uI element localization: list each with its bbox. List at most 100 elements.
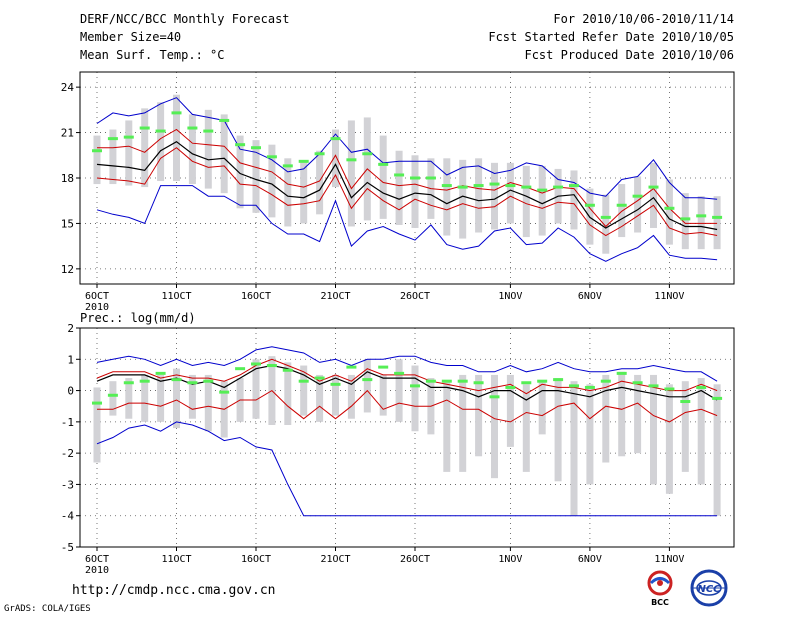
y-tick-label: -1 xyxy=(61,416,74,429)
ensemble-box-day-4 xyxy=(157,374,165,422)
ensemble-marker-day-18 xyxy=(378,162,389,166)
ensemble-box-day-1 xyxy=(109,129,117,185)
y-tick-label: -3 xyxy=(61,478,74,491)
ensemble-box-day-22 xyxy=(443,158,451,236)
x-tick-label: 6OCT xyxy=(85,291,109,302)
fcst-started-date: Fcst Started Refer Date 2010/10/05 xyxy=(488,30,734,44)
x-tick-label: 1NOV xyxy=(498,554,522,565)
chart-title: DERF/NCC/BCC Monthly Forecast xyxy=(80,12,290,26)
ensemble-marker-day-26 xyxy=(505,385,516,389)
ensemble-marker-day-22 xyxy=(441,379,452,383)
ensemble-box-day-5 xyxy=(173,368,180,429)
ensemble-marker-day-16 xyxy=(346,365,357,369)
forecast-period: For 2010/10/06-2010/11/14 xyxy=(553,12,734,26)
ensemble-marker-day-2 xyxy=(123,381,134,385)
x-tick-year: 2010 xyxy=(85,302,109,313)
ensemble-marker-day-37 xyxy=(680,217,691,221)
ensemble-box-day-5 xyxy=(173,94,180,182)
x-tick-label: 16OCT xyxy=(241,554,271,565)
ensemble-box-day-20 xyxy=(411,155,419,228)
ensemble-box-day-23 xyxy=(459,159,467,239)
ensemble-marker-day-19 xyxy=(394,371,405,375)
ensemble-marker-day-11 xyxy=(266,364,277,368)
bcc-logo: BCC xyxy=(647,570,673,607)
ensemble-marker-day-13 xyxy=(298,379,309,383)
ensemble-box-day-13 xyxy=(300,161,308,224)
ensemble-marker-day-29 xyxy=(553,185,564,189)
ensemble-box-day-33 xyxy=(618,371,626,457)
ensemble-marker-day-29 xyxy=(553,378,564,382)
ensemble-marker-day-19 xyxy=(394,173,405,177)
ensemble-box-day-14 xyxy=(316,150,324,215)
ensemble-marker-day-6 xyxy=(187,126,198,130)
x-tick-label: 16OCT xyxy=(241,291,271,302)
ensemble-box-day-10 xyxy=(252,140,260,213)
ensemble-box-day-36 xyxy=(665,179,673,245)
ensemble-box-day-24 xyxy=(475,158,483,233)
ensemble-box-day-39 xyxy=(713,384,721,516)
ensemble-marker-day-3 xyxy=(139,126,150,130)
ensemble-marker-day-9 xyxy=(235,143,246,147)
ensemble-marker-day-21 xyxy=(425,379,436,383)
series-lower-line xyxy=(97,389,718,423)
ensemble-marker-day-32 xyxy=(600,379,611,383)
ensemble-marker-day-16 xyxy=(346,158,357,162)
ensemble-box-day-6 xyxy=(188,114,196,185)
y-tick-label: -2 xyxy=(61,447,74,460)
source-url[interactable]: http://cmdp.ncc.cma.gov.cn xyxy=(72,583,276,598)
ensemble-marker-day-5 xyxy=(171,111,182,115)
ensemble-box-day-6 xyxy=(188,374,196,419)
ensemble-marker-day-36 xyxy=(664,206,675,210)
ensemble-box-day-7 xyxy=(204,374,212,432)
ensemble-box-day-23 xyxy=(459,374,467,472)
x-tick-label: 26OCT xyxy=(400,291,430,302)
ensemble-box-day-26 xyxy=(506,162,514,224)
ensemble-marker-day-37 xyxy=(680,400,691,404)
ensemble-marker-day-23 xyxy=(457,185,468,189)
x-tick-label: 6OCT xyxy=(85,554,109,565)
ensemble-box-day-3 xyxy=(141,108,149,188)
x-tick-label: 21OCT xyxy=(320,554,350,565)
ensemble-box-day-10 xyxy=(252,359,260,419)
ensemble-marker-day-38 xyxy=(696,385,707,389)
x-tick-label: 6NOV xyxy=(578,554,602,565)
y-tick-label: -5 xyxy=(61,541,74,554)
plot-frame xyxy=(79,327,735,548)
ensemble-marker-day-4 xyxy=(155,371,166,375)
member-size: Member Size=40 xyxy=(80,30,182,44)
ensemble-box-day-14 xyxy=(316,374,324,422)
ensemble-box-day-12 xyxy=(284,362,292,425)
ensemble-marker-day-36 xyxy=(664,387,675,391)
ensemble-marker-day-35 xyxy=(648,185,659,189)
ensemble-marker-day-25 xyxy=(489,395,500,399)
ensemble-marker-day-0 xyxy=(92,149,102,153)
series-min-line xyxy=(96,185,718,262)
x-tick-label: 11NOV xyxy=(654,554,684,565)
ensemble-box-day-38 xyxy=(697,196,705,250)
ensemble-box-day-17 xyxy=(363,359,371,413)
x-tick-label: 1NOV xyxy=(498,291,522,302)
ensemble-marker-day-12 xyxy=(282,368,293,372)
y-tick-label: 2 xyxy=(67,322,74,335)
ensemble-box-day-34 xyxy=(634,176,642,233)
ensemble-marker-day-20 xyxy=(410,176,420,180)
ensemble-marker-day-17 xyxy=(362,378,373,382)
ensemble-marker-day-28 xyxy=(537,379,548,383)
ensemble-box-day-11 xyxy=(268,144,276,218)
ensemble-marker-day-6 xyxy=(187,381,198,385)
ensemble-box-day-27 xyxy=(522,165,530,238)
ensemble-marker-day-22 xyxy=(441,184,452,188)
x-tick-label: 11OCT xyxy=(161,554,191,565)
series-max-line xyxy=(96,346,718,382)
ensemble-marker-day-27 xyxy=(521,185,532,189)
ensemble-box-day-37 xyxy=(681,193,689,250)
ensemble-box-day-0 xyxy=(93,135,101,185)
ensemble-box-day-24 xyxy=(475,374,483,457)
ensemble-box-day-29 xyxy=(554,378,562,482)
series-upper-line xyxy=(96,358,718,395)
ensemble-marker-day-1 xyxy=(107,137,118,141)
ensemble-box-day-18 xyxy=(379,135,387,219)
variable-label: Mean Surf. Temp.: °C xyxy=(80,48,225,62)
ensemble-box-day-37 xyxy=(681,381,689,472)
ensemble-marker-day-33 xyxy=(616,371,627,375)
